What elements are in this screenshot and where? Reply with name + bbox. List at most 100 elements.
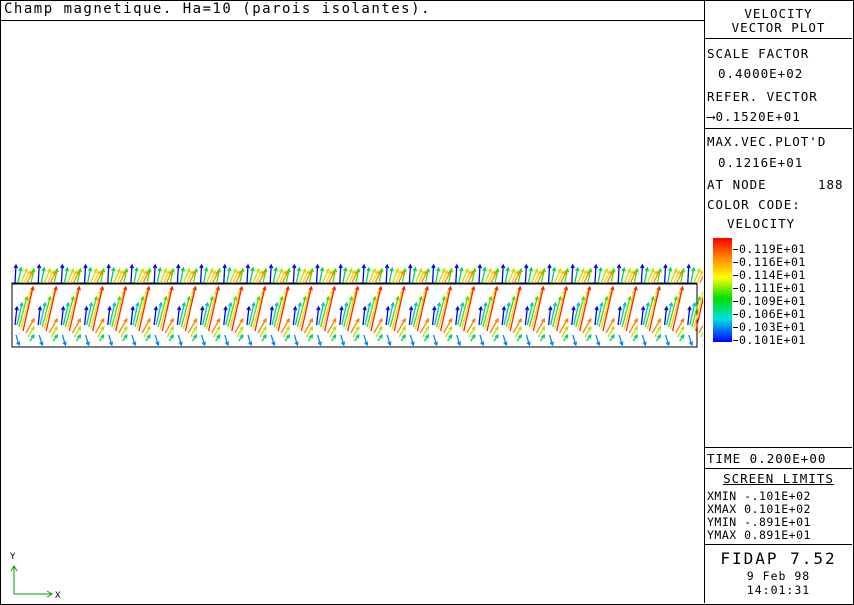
velocity-vector-head [309,325,314,331]
velocity-vector-head [132,341,137,347]
velocity-vector [517,268,522,284]
velocity-vector-head [378,285,383,291]
velocity-vector-head [215,285,221,291]
velocity-vector [162,270,170,284]
velocity-vector-head [193,317,198,323]
velocity-vector-head [343,266,348,272]
velocity-vector [554,268,562,284]
velocity-vector-head [551,266,557,272]
velocity-vector-head [444,269,449,275]
velocity-vector-head [699,270,703,275]
velocity-vector-head [610,333,615,339]
velocity-vector [665,302,673,326]
velocity-vector-head [610,285,615,291]
velocity-vector-head [181,301,186,307]
velocity-vector [653,326,661,338]
velocity-vector [365,267,370,284]
velocity-vector [166,326,174,338]
velocity-vector [225,302,232,326]
panel-separator [705,447,852,448]
velocity-vector-head [169,317,174,323]
velocity-vector [524,264,528,284]
velocity-vector [303,318,313,334]
velocity-vector [690,267,695,284]
velocity-vector-head [53,285,58,291]
velocity-vector [235,270,243,284]
velocity-vector [132,302,139,326]
velocity-vector-head [571,305,576,311]
velocity-vector-head [60,263,65,269]
velocity-vector [696,270,703,284]
velocity-vector [247,334,252,346]
velocity-vector [252,290,264,330]
velocity-vector [540,268,546,284]
velocity-vector-head [262,325,267,331]
velocity-vector-head [309,333,314,339]
velocity-vector-head [36,263,42,269]
velocity-vector [23,270,31,284]
velocity-vector-head [245,263,251,269]
velocity-vector-head [418,267,423,273]
velocity-vector [84,334,90,346]
velocity-vector [416,286,429,332]
velocity-vector [410,302,418,326]
velocity-vector [270,334,275,346]
velocity-vector-head [541,333,546,339]
velocity-vector [409,334,415,346]
velocity-vector [391,290,403,330]
velocity-vector-head [269,305,275,311]
velocity-vector [192,268,198,284]
velocity-vector [603,270,611,284]
velocity-vector [182,268,190,284]
velocity-vector [671,286,684,332]
time-row: TIME 0.200E+00 [707,451,826,466]
velocity-vector [211,318,221,334]
velocity-vector [420,270,428,284]
velocity-vector-head [146,325,151,331]
velocity-vector [199,306,204,326]
velocity-vector-head [77,317,82,323]
velocity-vector [419,318,429,334]
velocity-vector-head [505,266,510,272]
velocity-vector [623,268,631,284]
velocity-vector-head [285,317,290,323]
velocity-vector [687,306,691,326]
velocity-vector [535,318,545,334]
velocity-vector-head [425,317,430,323]
velocity-vector [73,326,81,338]
velocity-vector-head [448,317,453,323]
velocity-vector [411,267,417,284]
velocity-vector-head [305,269,310,275]
velocity-vector [414,268,422,284]
velocity-vector [325,270,333,284]
velocity-vector-head [192,285,197,291]
velocity-vector-head [494,285,499,291]
velocity-vector [582,318,592,334]
velocity-vector-head [281,269,286,275]
velocity-vector-head [49,269,54,275]
velocity-vector-head [240,267,245,273]
velocity-vector-head [163,267,168,273]
velocity-vector-head [513,269,518,275]
velocity-vector-head [100,333,105,339]
velocity-vector [644,296,655,328]
velocity-vector [60,306,65,326]
velocity-vector [579,286,591,332]
velocity-vector [180,296,191,328]
velocity-vector-head [456,341,462,347]
velocity-vector-head [459,266,464,272]
velocity-vector-head [274,301,279,307]
velocity-vector [281,270,289,284]
velocity-vector [155,302,162,326]
velocity-vector [433,302,441,326]
velocity-vector-head [642,341,647,347]
velocity-vector-head [653,269,658,275]
velocity-vector [227,296,237,328]
velocity-vector [292,306,297,326]
velocity-vector [304,270,312,284]
velocity-vector-head [448,325,453,331]
velocity-vector [83,306,88,326]
velocity-vector [388,267,393,284]
velocity-vector-head [155,341,160,347]
velocity-vector [443,318,453,334]
